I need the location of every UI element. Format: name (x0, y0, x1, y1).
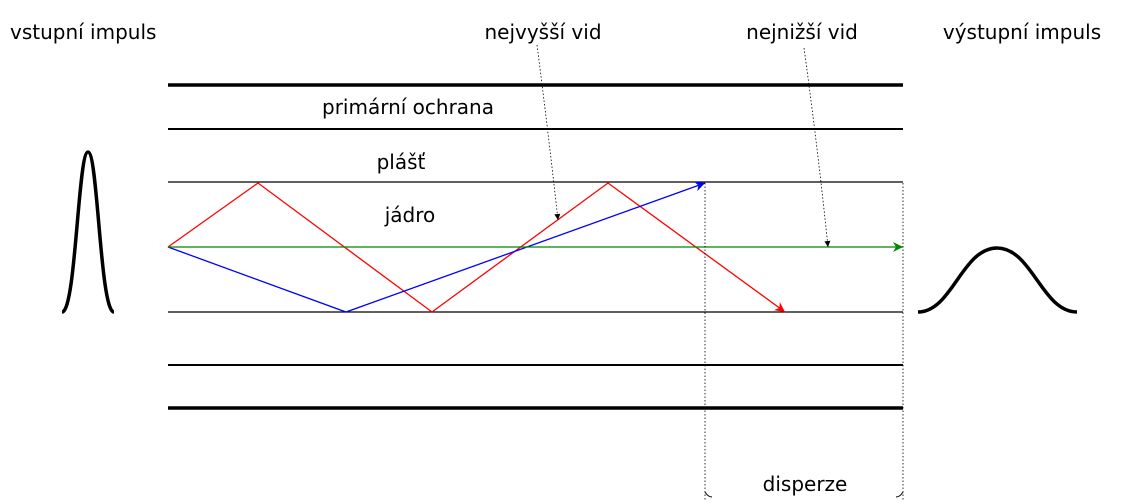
label: disperze (763, 472, 848, 496)
label: nejnižší vid (746, 20, 858, 44)
label: výstupní impuls (943, 20, 1101, 44)
label: jádro (384, 203, 436, 227)
input-pulse (60, 150, 116, 314)
label: primární ochrana (322, 95, 494, 119)
red-ray (167, 182, 786, 313)
blue-ray (167, 181, 706, 313)
label: nejvyšší vid (484, 20, 601, 44)
label: plášť (377, 150, 426, 174)
label: vstupní impuls (10, 20, 156, 44)
output-pulse (917, 246, 1078, 314)
fiber-layers (168, 83, 903, 410)
leaders (536, 44, 904, 500)
dispersion-bracket (704, 491, 904, 498)
